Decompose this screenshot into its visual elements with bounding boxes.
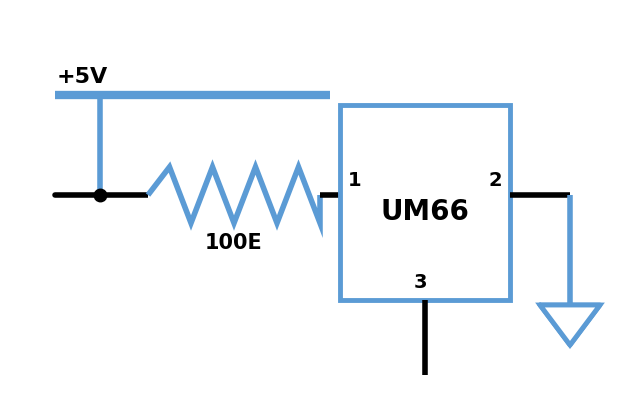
Text: 100E: 100E (205, 233, 263, 253)
Text: 3: 3 (413, 273, 427, 292)
Bar (340, 105, 510, 300)
Text: UM66: UM66 (381, 198, 469, 227)
Polygon shape (540, 305, 600, 345)
Text: 2: 2 (489, 171, 502, 190)
Text: +5V: +5V (57, 67, 108, 87)
Text: 1: 1 (348, 171, 362, 190)
